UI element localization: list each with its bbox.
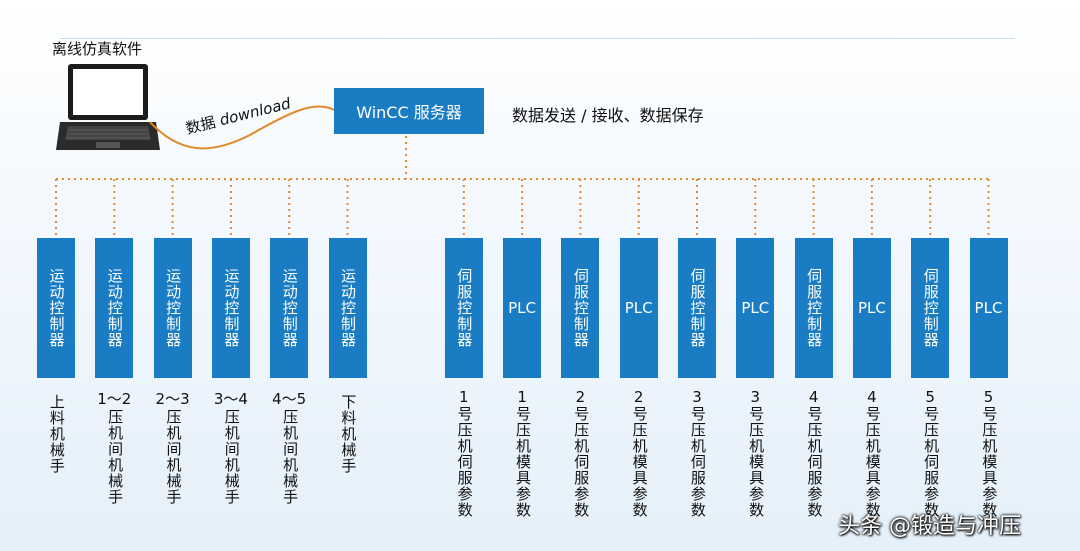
servo-controller-box[interactable]: 伺服控制器 [911,238,950,378]
device-caption-text: 号压机伺服参数 [455,406,474,518]
device-caption-text: 号压机模具参数 [863,406,882,518]
plc-box[interactable]: PLC [969,238,1008,378]
device-caption-text: 压机间机械手 [106,409,125,505]
device-box-label: 伺服控制器 [571,268,590,348]
device-caption-number: 4 [867,388,877,406]
device-caption-text: 号压机伺服参数 [922,406,941,518]
servo-controller-box[interactable]: 伺服控制器 [444,238,483,378]
device-box-label: 运动控制器 [280,268,299,348]
server-description: 数据发送 / 接收、数据保存 [512,106,704,125]
plc-box[interactable]: PLC [852,238,891,378]
motion-controller-box[interactable]: 运动控制器 [270,238,309,378]
device-caption-number: 1～2 [97,390,132,408]
device-caption: 2 号压机模具参数 [617,388,661,522]
device-caption-number: 1 [517,388,527,406]
device-caption-number: 3 [750,388,761,406]
device-caption-text: 压机间机械手 [281,409,300,505]
device-box-label: 运动控制器 [339,268,357,348]
device-caption-text: 号压机模具参数 [980,406,999,518]
device-box-label: 运动控制器 [105,268,124,348]
device-caption-number: 2 [633,388,644,406]
device-box-label: 运动控制器 [164,268,183,348]
device-caption-text: 号压机模具参数 [630,406,649,518]
device-caption-text: 号压机模具参数 [747,406,766,518]
device-box-label: 伺服控制器 [921,268,940,348]
device-caption: 2 号压机伺服参数 [558,388,602,522]
device-box-label: 运动控制器 [222,268,241,348]
device-box-label: PLC [508,299,537,317]
top-divider [60,38,1015,39]
device-caption-text: 上料机械手 [47,394,66,474]
device-caption-number: 3～4 [213,390,248,408]
device-caption: 1～2 压机间机械手 [92,388,136,509]
device-box-label: PLC [741,299,770,317]
device-caption-number: 5 [925,388,935,406]
device-caption-number: 3 [692,388,702,406]
device-caption: 5 号压机模具参数 [967,388,1011,522]
device-caption-number: 4～5 [272,390,307,408]
device-caption-number: 4 [808,388,819,406]
device-caption-text: 下料机械手 [339,394,358,474]
device-caption: 4 号压机模具参数 [850,388,894,522]
device-box-label: 运动控制器 [47,268,66,348]
device-caption-text: 号压机伺服参数 [688,406,707,518]
device-caption-text: 压机间机械手 [222,409,241,505]
device-caption: 4 号压机伺服参数 [792,388,836,522]
device-caption: 下料机械手 [326,388,370,478]
device-caption: 1 号压机模具参数 [500,388,544,522]
servo-controller-box[interactable]: 伺服控制器 [678,238,716,378]
plc-box[interactable]: PLC [736,238,775,378]
motion-controller-box[interactable]: 运动控制器 [37,238,75,378]
motion-controller-box[interactable]: 运动控制器 [328,238,367,378]
device-box-label: 伺服控制器 [688,268,707,348]
device-caption: 3 号压机模具参数 [733,388,777,522]
servo-controller-box[interactable]: 伺服控制器 [561,238,600,378]
device-caption-text: 压机间机械手 [164,409,183,505]
device-box-label: 伺服控制器 [455,268,474,348]
device-caption: 5 号压机伺服参数 [908,388,952,522]
watermark: 头条 @锻造与冲压 [838,514,1021,539]
device-caption-text: 号压机伺服参数 [805,406,824,518]
device-caption-number: 5 [983,388,994,406]
device-caption: 3～4 压机间机械手 [209,388,253,509]
device-box-label: PLC [857,299,886,317]
motion-controller-box[interactable]: 运动控制器 [95,238,134,378]
device-caption: 1 号压机伺服参数 [442,388,486,522]
laptop-title: 离线仿真软件 [52,40,143,58]
motion-controller-box[interactable]: 运动控制器 [153,238,192,378]
device-caption-number: 1 [459,388,469,406]
device-caption: 3 号压机伺服参数 [675,388,719,522]
device-caption-text: 号压机伺服参数 [572,406,591,518]
device-caption-number: 2～3 [155,390,190,408]
wincc-server-box[interactable]: WinCC 服务器 [334,88,484,134]
device-caption-number: 2 [575,388,586,406]
device-caption: 上料机械手 [34,388,78,478]
device-box-label: PLC [974,299,1003,317]
servo-controller-box[interactable]: 伺服控制器 [794,238,833,378]
device-caption: 2～3 压机间机械手 [151,388,195,509]
plc-box[interactable]: PLC [503,238,542,378]
device-caption: 4～5 压机间机械手 [267,388,311,509]
laptop-icon[interactable] [56,60,160,156]
plc-box[interactable]: PLC [619,238,658,378]
device-box-label: PLC [624,299,653,317]
motion-controller-box[interactable]: 运动控制器 [211,238,250,378]
device-box-label: 伺服控制器 [805,268,824,348]
device-caption-text: 号压机模具参数 [513,406,532,518]
